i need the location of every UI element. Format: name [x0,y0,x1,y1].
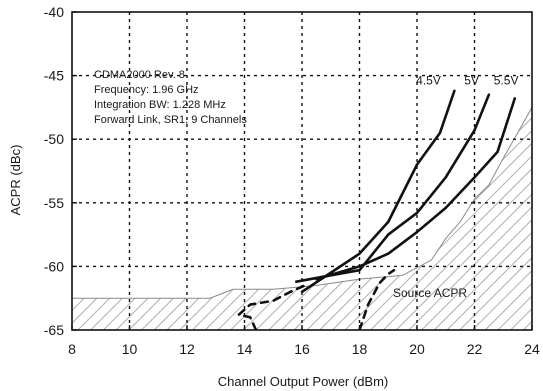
x-tick-label: 22 [467,341,483,357]
y-tick-label: -55 [44,195,64,211]
x-tick-label: 24 [524,341,540,357]
y-tick-label: -40 [44,4,64,20]
source-acpr-region [72,107,532,330]
source-acpr-label: Source ACPR [393,286,467,300]
source-acpr-edge [72,107,532,299]
annotation-line: Forward Link, SR1, 9 Channels [94,114,247,126]
dashed-series-line-3 [237,282,310,330]
series-label-5v: 5V [464,74,479,88]
annotation-line: Integration BW: 1.228 MHz [94,99,226,111]
x-tick-label: 18 [352,341,368,357]
y-axis-title: ACPR (dBc) [8,145,23,216]
x-tick-label: 12 [179,341,195,357]
y-tick-label: -50 [44,131,64,147]
y-tick-label: -60 [44,258,64,274]
x-tick-label: 8 [68,341,76,357]
x-tick-label: 20 [409,341,425,357]
y-tick-label: -45 [44,68,64,84]
annotation-line: Frequency: 1.96 GHz [94,84,199,96]
x-tick-label: 10 [122,341,138,357]
series-label-4-5v: 4.5V [416,74,441,88]
series-line-4-5v [300,89,456,294]
dashed-series-line-4 [358,268,396,330]
chart-annotation: CDMA2000 Rev. 8 Frequency: 1.96 GHz Inte… [94,69,247,126]
series-line-5-5v [315,97,517,281]
y-tick-label: -65 [44,322,64,338]
series-label-5-5v: 5.5V [494,74,519,88]
x-axis-title: Channel Output Power (dBm) [218,374,389,389]
annotation-line: CDMA2000 Rev. 8 [94,69,185,81]
x-tick-label: 16 [294,341,310,357]
x-tick-label: 14 [237,341,253,357]
